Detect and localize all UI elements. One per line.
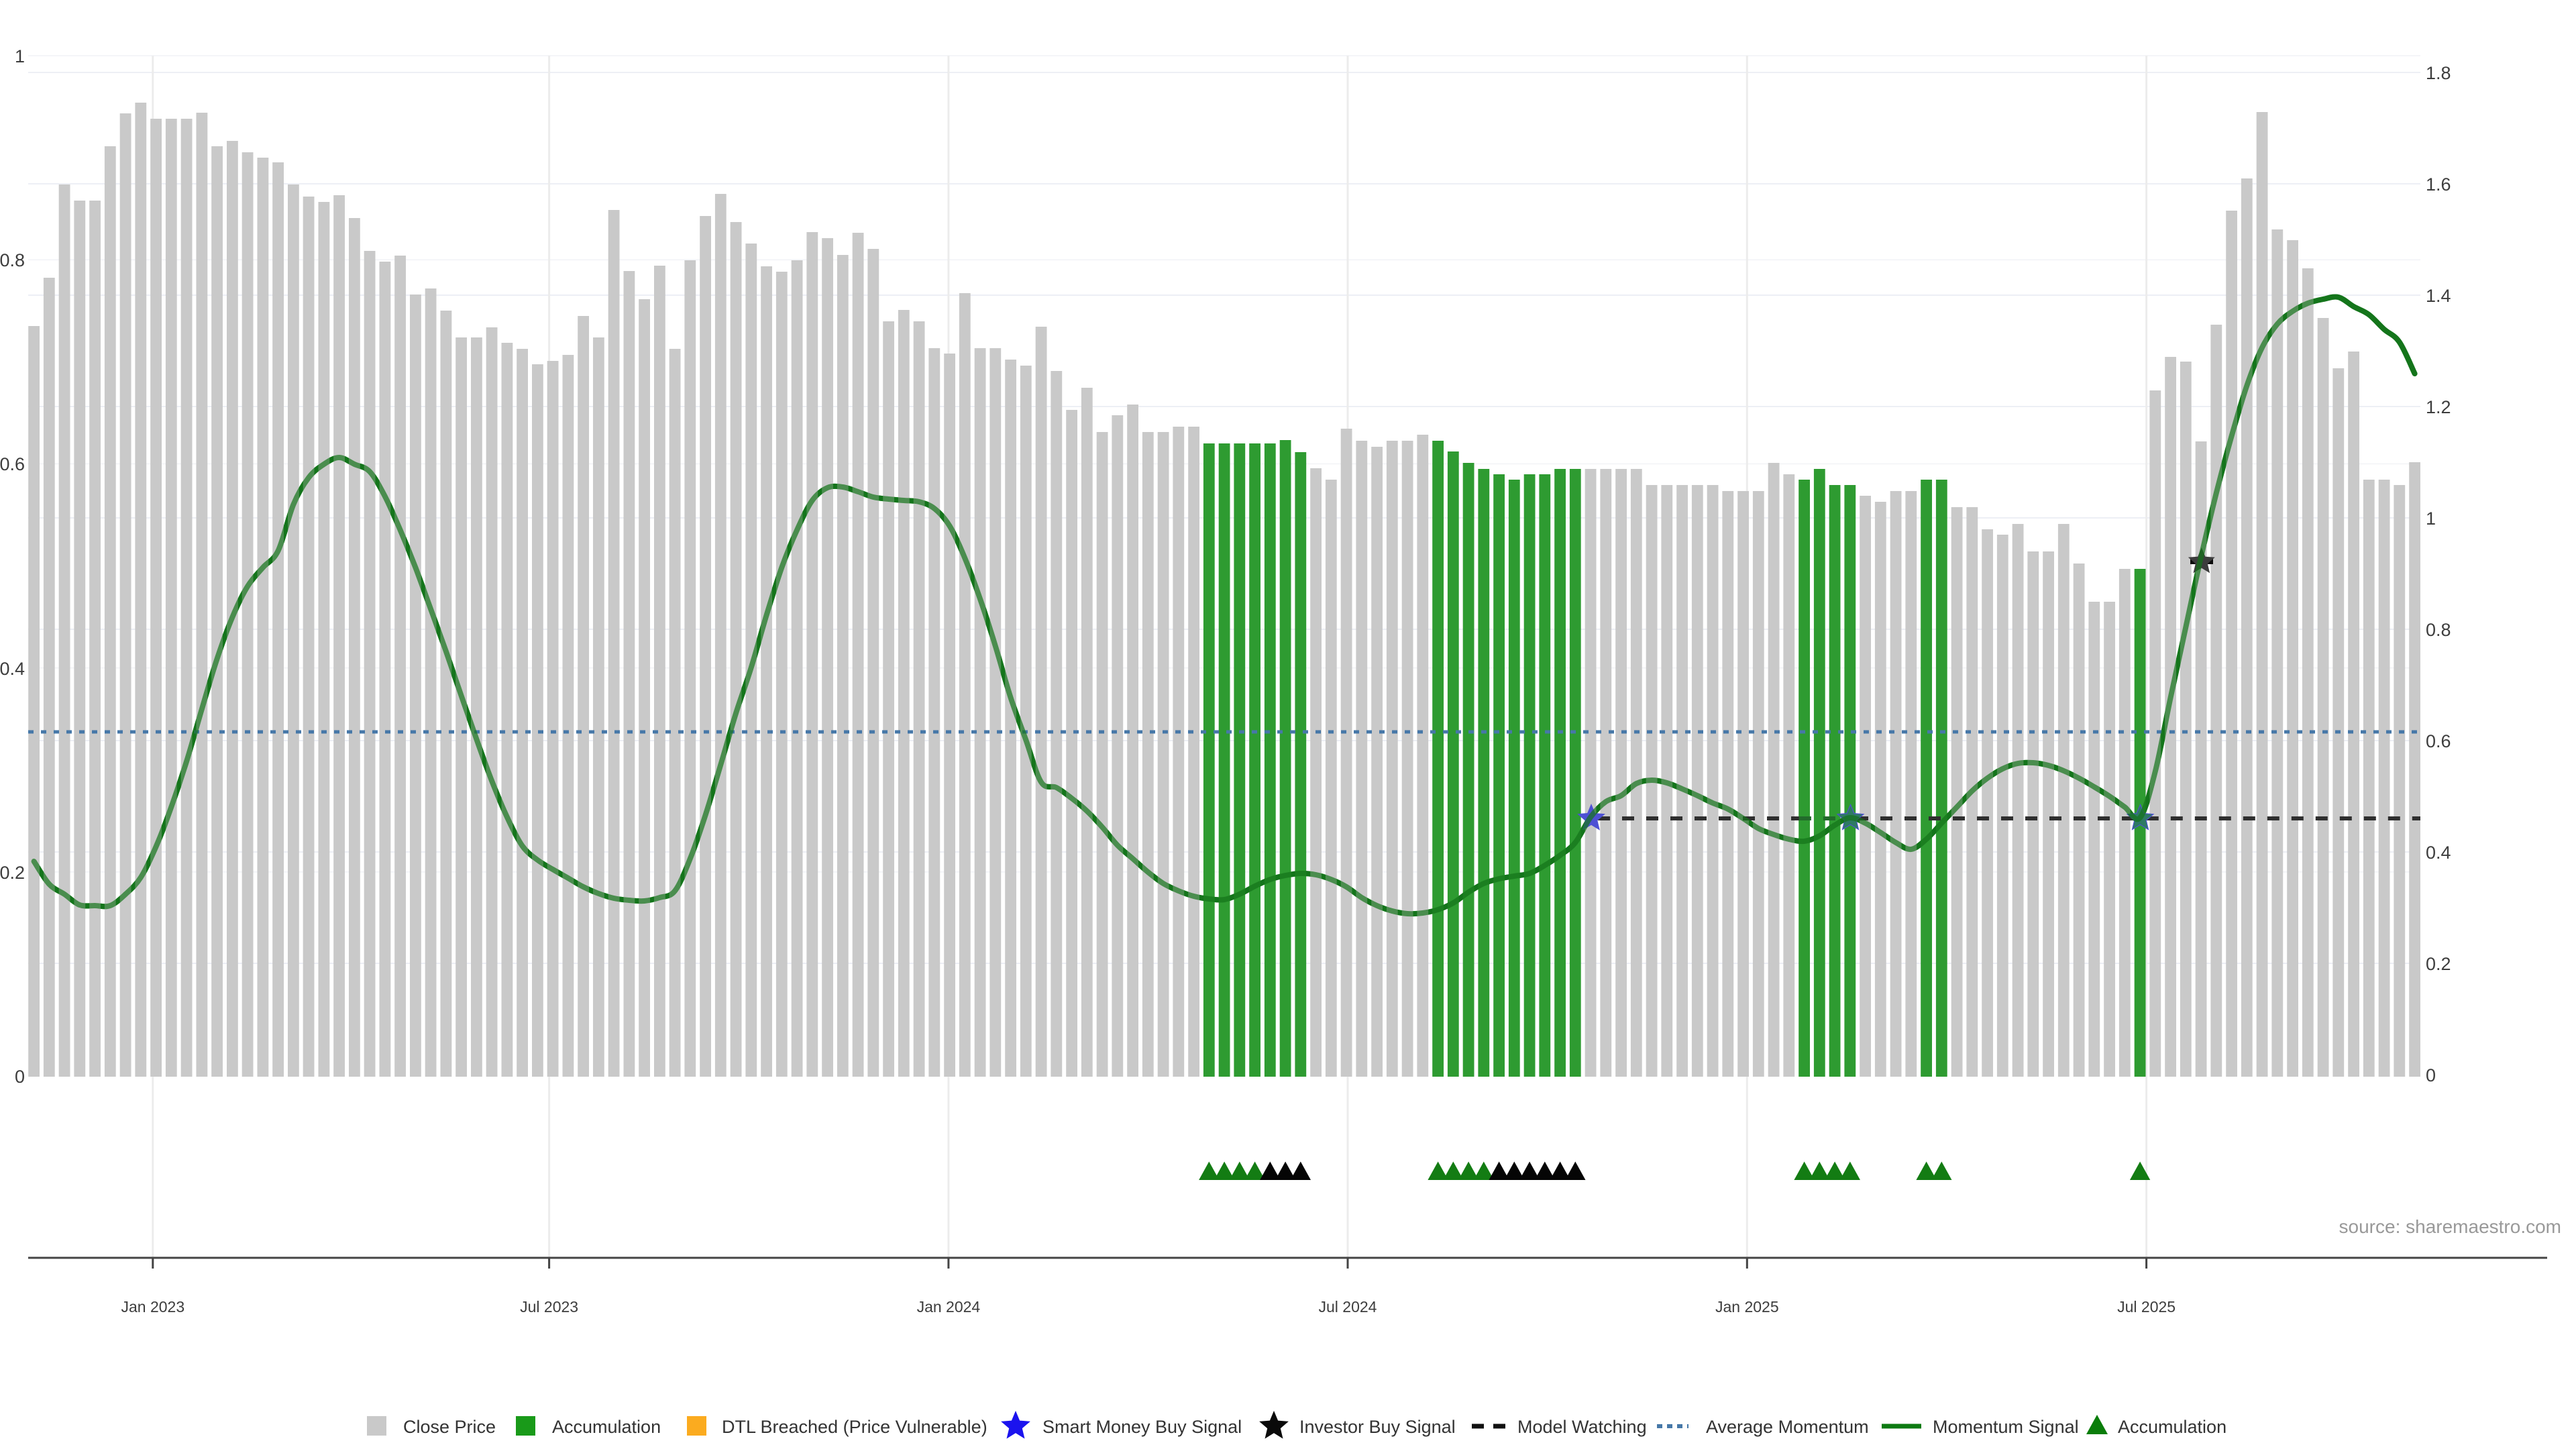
svg-text:Jul 2023: Jul 2023	[520, 1298, 578, 1316]
svg-text:Jan 2023: Jan 2023	[121, 1298, 184, 1316]
svg-text:1.8: 1.8	[2426, 63, 2451, 83]
svg-text:0.8: 0.8	[0, 250, 25, 270]
svg-text:0.6: 0.6	[2426, 731, 2451, 751]
svg-text:1: 1	[2426, 508, 2436, 529]
svg-text:1: 1	[15, 46, 25, 66]
svg-text:0: 0	[15, 1067, 25, 1087]
svg-text:Jan 2025: Jan 2025	[1715, 1298, 1779, 1316]
svg-text:0.6: 0.6	[0, 454, 25, 474]
svg-text:Model Watching: Model Watching	[1517, 1417, 1647, 1437]
svg-text:Investor Buy Signal: Investor Buy Signal	[1299, 1417, 1456, 1437]
svg-text:1.4: 1.4	[2426, 286, 2451, 306]
svg-text:Jul 2024: Jul 2024	[1319, 1298, 1377, 1316]
svg-text:Smart Money Buy Signal: Smart Money Buy Signal	[1042, 1417, 1242, 1437]
svg-text:0: 0	[2426, 1065, 2436, 1085]
svg-text:Accumulation: Accumulation	[552, 1417, 661, 1437]
svg-text:0.2: 0.2	[2426, 954, 2451, 974]
svg-text:source: sharemaestro.com: source: sharemaestro.com	[2339, 1216, 2561, 1237]
svg-text:0.4: 0.4	[2426, 843, 2451, 863]
svg-text:0.8: 0.8	[2426, 620, 2451, 640]
svg-text:Close Price: Close Price	[403, 1417, 496, 1437]
svg-text:Accumulation: Accumulation	[2118, 1417, 2226, 1437]
svg-text:1.6: 1.6	[2426, 174, 2451, 195]
svg-text:DTL Breached (Price Vulnerable: DTL Breached (Price Vulnerable)	[722, 1417, 987, 1437]
svg-text:0.2: 0.2	[0, 863, 25, 883]
svg-text:Average Momentum: Average Momentum	[1706, 1417, 1869, 1437]
svg-text:1.2: 1.2	[2426, 397, 2451, 417]
svg-text:Jul 2025: Jul 2025	[2117, 1298, 2176, 1316]
svg-text:0.4: 0.4	[0, 659, 25, 679]
svg-text:Jan 2024: Jan 2024	[917, 1298, 981, 1316]
svg-text:Momentum Signal: Momentum Signal	[1933, 1417, 2079, 1437]
